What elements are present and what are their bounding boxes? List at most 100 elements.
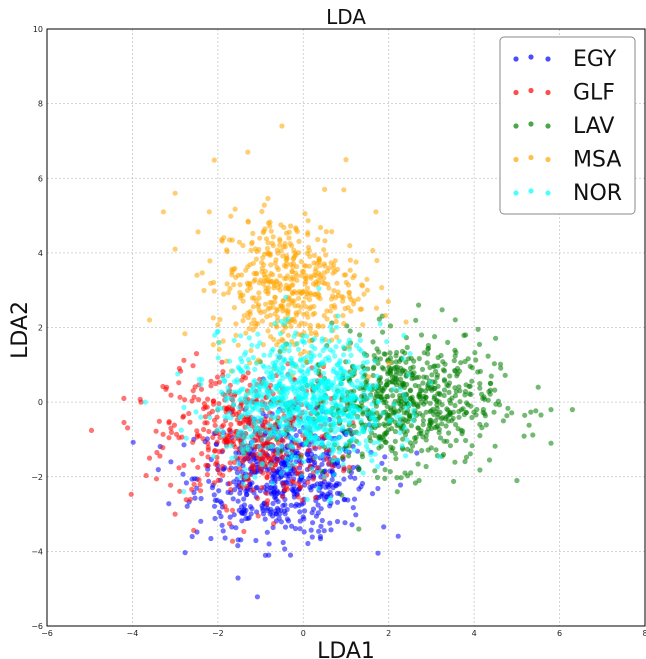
data-point <box>346 453 352 459</box>
data-point <box>260 441 266 447</box>
data-point <box>391 386 397 392</box>
data-point <box>348 352 354 358</box>
data-point <box>255 513 261 519</box>
data-point <box>297 394 304 401</box>
data-point <box>272 431 278 437</box>
data-point <box>237 282 243 288</box>
data-point <box>198 488 204 494</box>
data-point <box>419 448 425 454</box>
data-point <box>354 415 360 421</box>
data-point <box>275 446 281 452</box>
data-point <box>407 440 413 446</box>
legend-label: LAV <box>573 114 614 139</box>
data-point <box>177 488 183 494</box>
data-point <box>321 247 327 253</box>
legend-label: EGY <box>573 47 617 72</box>
data-point <box>238 355 244 361</box>
data-point <box>329 303 335 309</box>
data-point <box>380 410 386 416</box>
data-point <box>283 473 289 479</box>
data-point <box>234 470 240 476</box>
data-point <box>258 467 264 473</box>
data-point <box>227 521 233 527</box>
data-point <box>498 365 504 371</box>
data-point <box>259 427 265 433</box>
data-point <box>427 422 433 428</box>
data-point <box>279 372 285 378</box>
data-point <box>382 351 388 357</box>
data-point <box>273 511 279 517</box>
data-point <box>326 409 332 415</box>
data-point <box>432 334 438 340</box>
data-point <box>312 345 318 352</box>
data-point <box>245 219 251 225</box>
data-point <box>349 436 355 442</box>
data-point <box>227 358 233 364</box>
data-point <box>392 438 398 444</box>
data-point <box>294 448 300 454</box>
data-point <box>291 422 298 428</box>
data-point <box>298 454 304 460</box>
data-point <box>296 423 302 429</box>
data-point <box>270 304 276 310</box>
data-point <box>279 365 285 371</box>
data-point <box>274 342 280 348</box>
data-point <box>291 388 297 394</box>
data-point <box>168 429 175 435</box>
data-point <box>528 409 534 415</box>
y-tick-label: −4 <box>31 547 43 556</box>
data-point <box>252 474 258 480</box>
data-point <box>176 465 182 471</box>
data-point <box>237 397 243 403</box>
data-point <box>194 485 200 491</box>
data-point <box>410 418 416 424</box>
data-point <box>522 412 528 418</box>
data-point <box>277 238 283 244</box>
data-point <box>206 428 212 435</box>
data-point <box>453 422 459 428</box>
data-point <box>477 381 483 387</box>
data-point <box>268 262 274 268</box>
data-point <box>445 339 451 345</box>
data-point <box>225 373 231 379</box>
data-point <box>248 247 254 253</box>
data-point <box>456 384 462 390</box>
data-point <box>303 395 309 402</box>
data-point <box>333 324 340 330</box>
data-point <box>215 407 221 413</box>
data-point <box>137 396 143 402</box>
data-point <box>331 472 337 478</box>
data-point <box>196 477 202 483</box>
data-point <box>377 356 383 362</box>
data-point <box>526 422 532 428</box>
data-point <box>301 459 307 465</box>
data-point <box>228 487 234 493</box>
data-point <box>514 477 520 484</box>
data-point <box>325 383 332 389</box>
legend-marker <box>513 56 519 62</box>
data-point <box>190 363 196 369</box>
data-point <box>342 417 348 423</box>
data-point <box>265 328 271 334</box>
data-point <box>183 480 189 486</box>
data-point <box>314 465 320 471</box>
data-point <box>317 414 323 420</box>
data-point <box>401 392 407 398</box>
data-point <box>376 378 382 384</box>
data-point <box>264 369 270 375</box>
data-point <box>346 290 352 296</box>
data-point <box>198 381 204 387</box>
data-point <box>259 208 265 215</box>
data-point <box>289 398 295 404</box>
data-point <box>189 398 195 404</box>
data-point <box>369 458 375 464</box>
data-point <box>241 496 247 502</box>
data-point <box>309 534 315 540</box>
data-point <box>397 386 403 393</box>
data-point <box>236 239 242 245</box>
data-point <box>258 277 264 283</box>
data-point <box>395 533 401 539</box>
data-point <box>332 429 338 435</box>
data-point <box>328 328 335 334</box>
data-point <box>207 258 213 264</box>
